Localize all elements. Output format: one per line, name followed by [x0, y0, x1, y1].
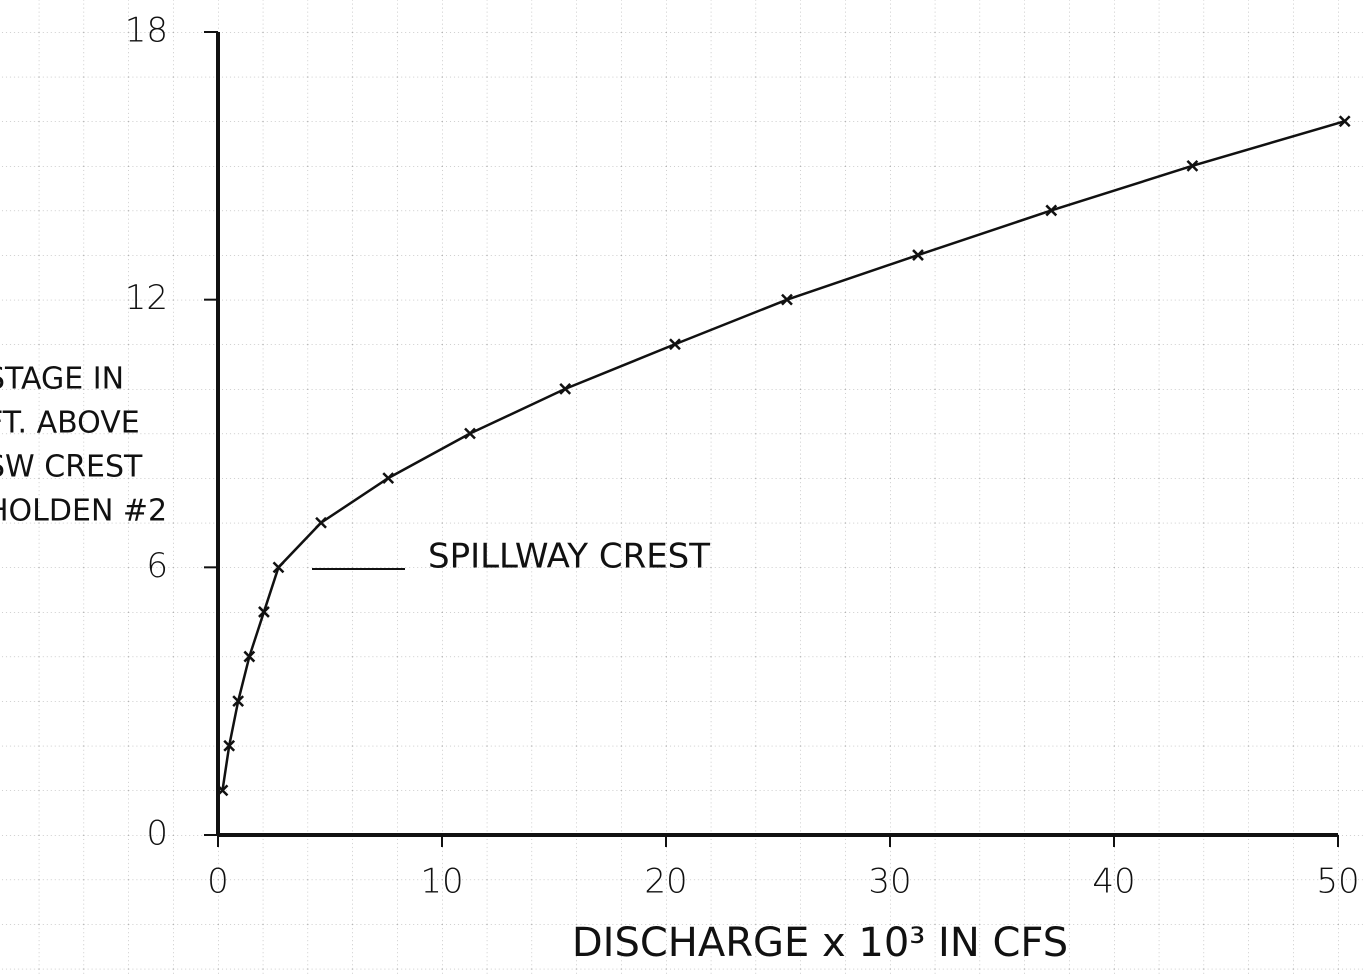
y-tick-label: 18: [125, 11, 168, 51]
y-axis-label: FT. ABOVE: [0, 406, 140, 441]
page: {"chart_data": { "type": "line", "x_labe…: [0, 0, 1363, 975]
x-tick-label: 40: [1092, 862, 1135, 902]
x-tick-label: 30: [868, 862, 911, 902]
x-tick-label: 50: [1316, 862, 1359, 902]
y-axis-label: SW CREST: [0, 450, 143, 485]
y-tick-label: 6: [146, 546, 168, 586]
y-tick-label: 12: [125, 278, 168, 318]
y-tick-label: 0: [146, 814, 168, 854]
x-tick-label: 10: [420, 862, 463, 902]
x-tick-label: 0: [207, 862, 229, 902]
x-axis-label: DISCHARGE x 10³ IN CFS: [572, 920, 1068, 966]
x-tick-label: 20: [644, 862, 687, 902]
chart: SPILLWAY CREST DISCHARGE x 10³ IN CFS 0 6…: [0, 0, 1363, 975]
y-axis-label: HOLDEN #2: [0, 494, 167, 529]
y-axis-label: STAGE IN: [0, 362, 124, 397]
graph-paper: [0, 0, 1363, 975]
annotation: SPILLWAY CREST: [428, 537, 710, 577]
